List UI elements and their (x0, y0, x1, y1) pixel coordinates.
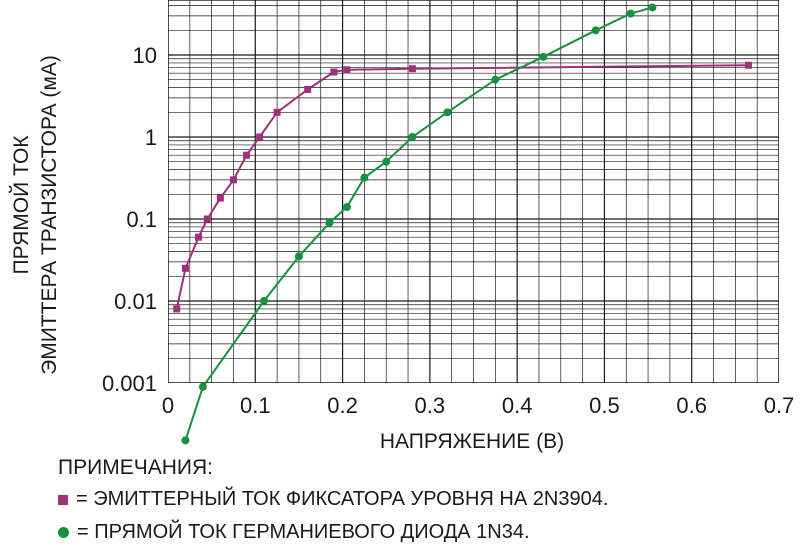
chart-grid (168, 0, 779, 383)
x-tick-label: 0.1 (240, 393, 271, 418)
circle-marker-icon (58, 527, 69, 538)
data-point (744, 61, 752, 69)
data-point (229, 176, 237, 184)
note-text: = ПРЯМОЙ ТОК ГЕРМАНИЕВОГО ДИОДА 1N34. (77, 521, 530, 543)
data-point (408, 133, 417, 141)
data-point (256, 133, 264, 141)
data-point (330, 68, 338, 76)
data-point (203, 215, 211, 223)
y-tick-label: 0.001 (102, 371, 157, 396)
data-point (273, 108, 281, 116)
x-tick-label: 0.5 (589, 393, 620, 418)
data-point (360, 173, 369, 182)
x-axis-title: НАПРЯЖЕНИЕ (В) (380, 430, 564, 453)
y-axis-title-line1: ПРЯМОЙ ТОК (9, 135, 33, 275)
x-tick-label: 0 (162, 393, 174, 418)
y-tick-label: 1 (145, 125, 157, 150)
x-tick-label: 0.3 (415, 393, 446, 418)
data-point (342, 203, 351, 212)
data-point (294, 252, 303, 261)
note-text: = ЭМИТТЕРНЫЙ ТОК ФИКСАТОРА УРОВНЯ НА 2N3… (76, 488, 609, 510)
data-point (216, 194, 224, 202)
data-point (626, 9, 635, 18)
data-point (304, 85, 312, 93)
chart-ticks: 0 0.1 0.2 0.3 0.4 0.5 0.6 0.7 0.001 0.01 0.1 1 10 (102, 43, 794, 418)
y-tick-label: 0.1 (126, 207, 157, 232)
x-tick-label: 0.4 (502, 393, 533, 418)
data-point (591, 26, 600, 35)
y-tick-label: 10 (133, 43, 157, 68)
y-axis-title-line2: ЭМИТТЕРА ТРАНЗИСТОРА (мА) (38, 55, 61, 375)
x-tick-label: 0.6 (676, 393, 707, 418)
data-point (491, 75, 500, 84)
square-marker-icon (58, 494, 68, 505)
data-point (539, 52, 548, 61)
y-tick-label: 0.01 (114, 289, 157, 314)
x-tick-label: 0.7 (764, 393, 795, 418)
data-point (198, 382, 207, 391)
chart-series (173, 3, 752, 445)
data-point (648, 3, 657, 12)
data-point (195, 233, 203, 241)
data-point (181, 436, 190, 445)
note-item-2n3904: = ЭМИТТЕРНЫЙ ТОК ФИКСАТОРА УРОВНЯ НА 2N3… (58, 488, 608, 511)
data-point (382, 157, 391, 166)
note-item-1n34: = ПРЯМОЙ ТОК ГЕРМАНИЕВОГО ДИОДА 1N34. (58, 521, 530, 544)
data-point (260, 297, 269, 305)
data-point (181, 264, 189, 272)
notes-title: ПРИМЕЧАНИЯ: (58, 456, 213, 479)
x-tick-label: 0.2 (327, 393, 358, 418)
data-point (408, 65, 416, 73)
data-point (443, 108, 452, 117)
data-point (243, 151, 251, 159)
data-point (343, 66, 351, 74)
data-point (325, 218, 334, 227)
data-point (173, 305, 181, 313)
